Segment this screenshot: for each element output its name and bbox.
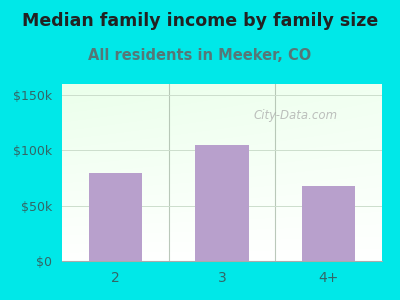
Bar bbox=[89, 172, 142, 261]
Text: City-Data.com: City-Data.com bbox=[254, 110, 338, 122]
Bar bbox=[195, 145, 249, 261]
Text: All residents in Meeker, CO: All residents in Meeker, CO bbox=[88, 48, 312, 63]
Text: Median family income by family size: Median family income by family size bbox=[22, 12, 378, 30]
Bar bbox=[302, 186, 355, 261]
